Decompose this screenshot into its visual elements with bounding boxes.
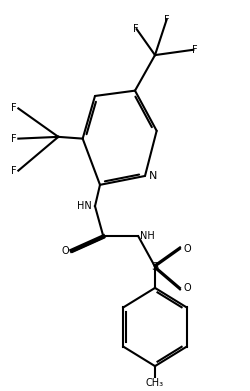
Text: F: F	[11, 103, 16, 113]
Text: F: F	[133, 24, 138, 34]
Text: F: F	[192, 45, 197, 55]
Text: F: F	[164, 14, 170, 25]
Text: S: S	[152, 262, 158, 272]
Text: O: O	[61, 246, 69, 256]
Text: O: O	[183, 244, 191, 254]
Text: N: N	[149, 171, 158, 181]
Text: O: O	[183, 283, 191, 293]
Text: HN: HN	[77, 201, 92, 211]
Text: F: F	[11, 166, 16, 176]
Text: F: F	[11, 134, 16, 143]
Text: CH₃: CH₃	[146, 378, 164, 388]
Text: NH: NH	[140, 231, 155, 241]
